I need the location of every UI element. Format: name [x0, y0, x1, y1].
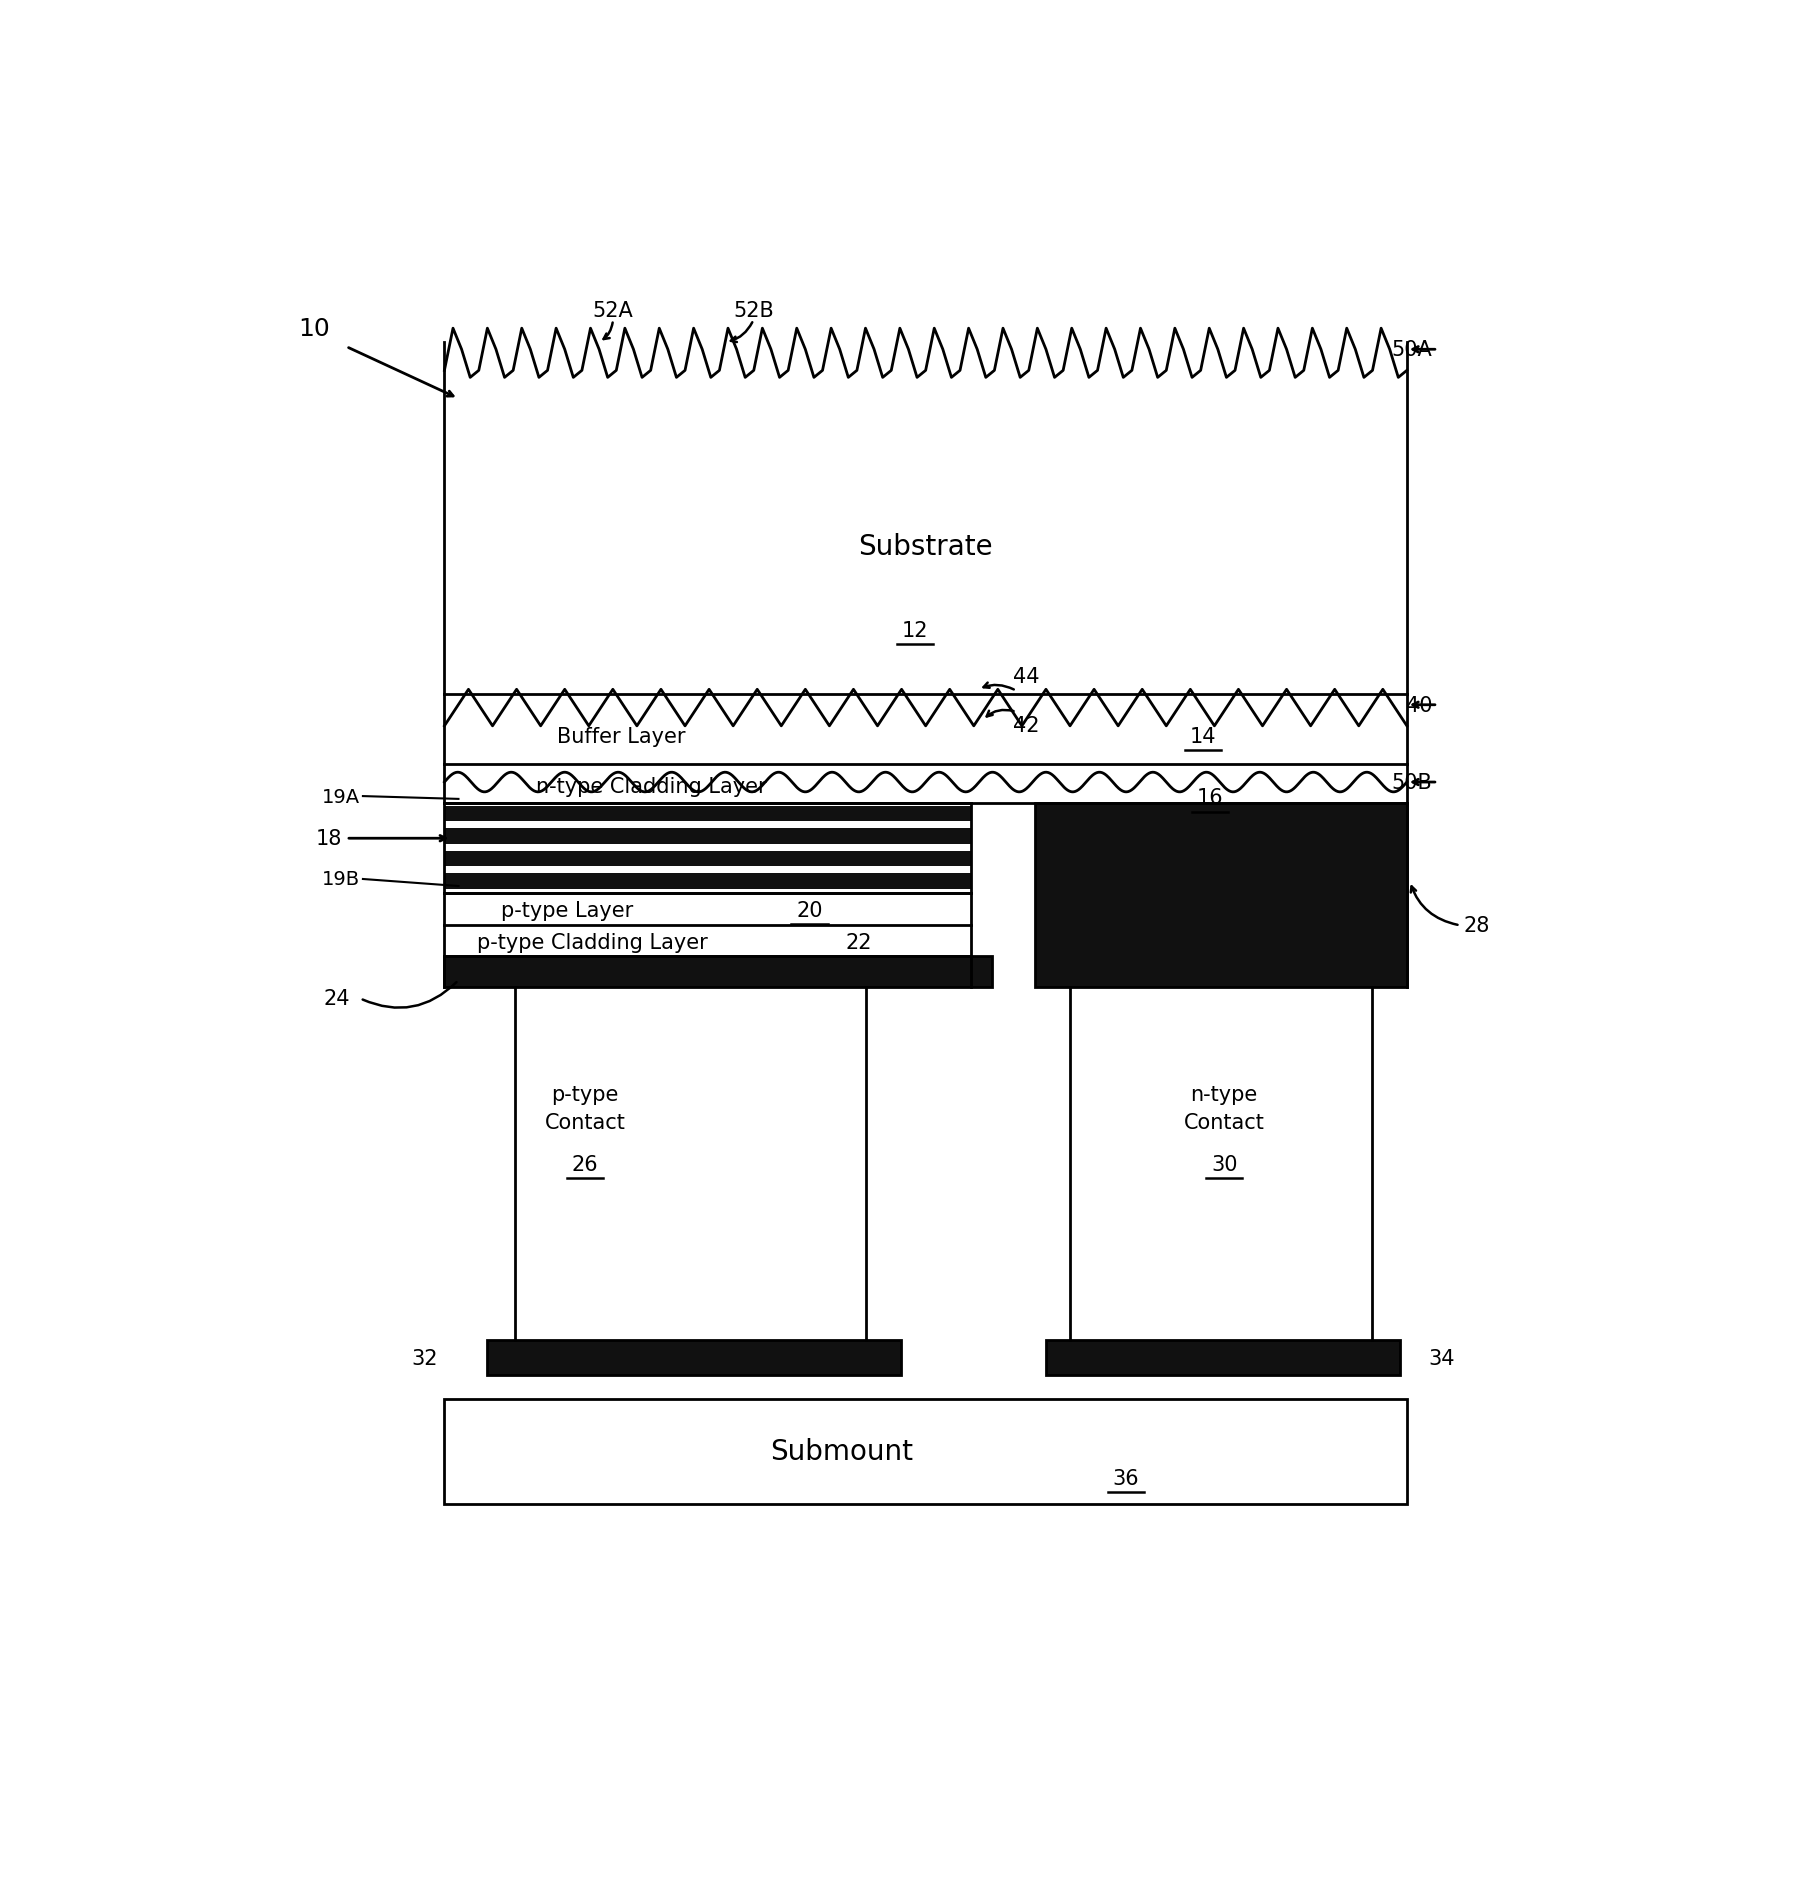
- Bar: [444, 852, 972, 867]
- Bar: [1046, 1339, 1400, 1375]
- Text: p-type Cladding Layer: p-type Cladding Layer: [477, 933, 707, 952]
- Text: 19A: 19A: [323, 788, 361, 807]
- Text: 30: 30: [1211, 1154, 1238, 1175]
- Text: 16: 16: [1197, 788, 1224, 808]
- Text: 24: 24: [325, 988, 350, 1009]
- Text: 32: 32: [412, 1349, 437, 1368]
- Text: 28: 28: [1463, 916, 1490, 935]
- Text: 12: 12: [901, 621, 928, 640]
- Text: 52B: 52B: [732, 300, 774, 321]
- Text: n-type Cladding Layer: n-type Cladding Layer: [537, 776, 767, 797]
- Text: 19B: 19B: [323, 871, 361, 890]
- Text: 40: 40: [1405, 695, 1432, 716]
- Text: 14: 14: [1189, 725, 1217, 746]
- Text: 50A: 50A: [1391, 340, 1432, 361]
- Bar: [444, 875, 972, 890]
- Text: Submount: Submount: [771, 1438, 912, 1466]
- Text: 22: 22: [845, 933, 872, 952]
- Text: 20: 20: [796, 901, 823, 920]
- Text: 52A: 52A: [593, 300, 633, 321]
- Text: 44: 44: [1013, 667, 1041, 688]
- Bar: [486, 1339, 901, 1375]
- Text: p-type Layer: p-type Layer: [500, 901, 633, 920]
- Text: 34: 34: [1429, 1349, 1454, 1368]
- Text: 26: 26: [571, 1154, 598, 1175]
- Text: p-type
Contact: p-type Contact: [544, 1084, 625, 1132]
- Bar: [444, 807, 972, 822]
- Bar: [444, 1400, 1407, 1504]
- Text: n-type
Contact: n-type Contact: [1184, 1084, 1265, 1132]
- Text: Substrate: Substrate: [858, 533, 994, 561]
- Text: 18: 18: [315, 829, 343, 848]
- Text: 10: 10: [297, 317, 330, 342]
- Text: 42: 42: [1013, 716, 1041, 735]
- Bar: [444, 956, 992, 988]
- Text: Buffer Layer: Buffer Layer: [557, 725, 685, 746]
- Text: 36: 36: [1113, 1468, 1139, 1489]
- Text: 50B: 50B: [1391, 773, 1432, 793]
- Bar: [1035, 803, 1407, 988]
- Bar: [444, 829, 972, 844]
